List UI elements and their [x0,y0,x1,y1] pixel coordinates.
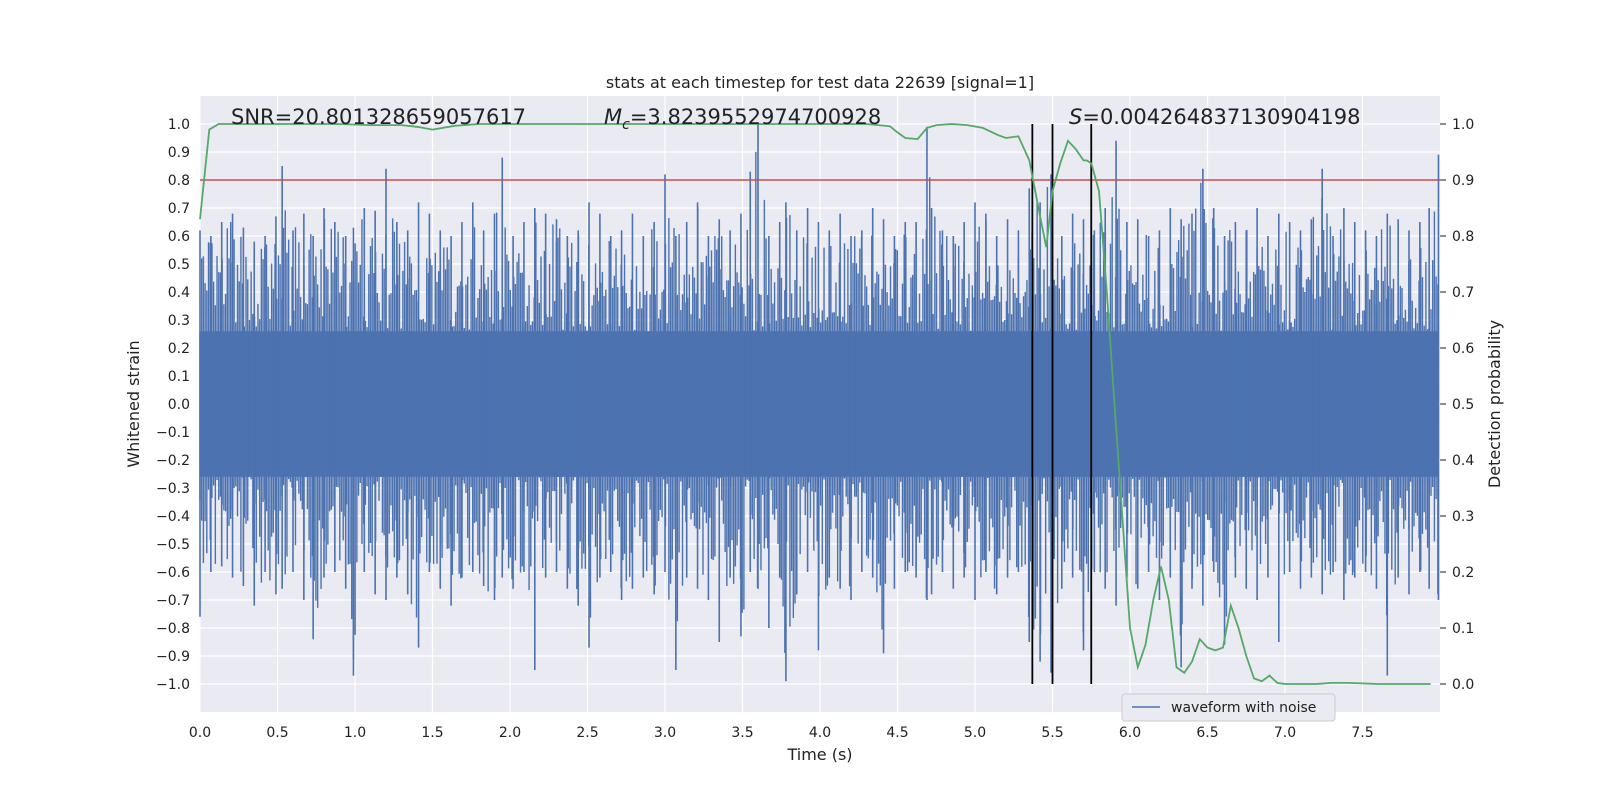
y-tick-label: 0.1 [168,369,190,385]
y-tick-label: −0.9 [156,649,190,665]
y-tick-label: −0.6 [156,565,190,581]
x-tick-label: 4.0 [809,725,831,741]
x-tick-label: 4.5 [886,725,908,741]
s-value: =0.004264837130904198 [1082,105,1360,129]
s-annotation: S=0.004264837130904198 [1069,105,1360,129]
x-tick-label: 5.5 [1041,725,1063,741]
y2-tick-label: 0.5 [1452,397,1474,413]
y-tick-label: 0.6 [168,229,190,245]
y-tick-label: −0.4 [156,509,190,525]
chart-title: stats at each timestep for test data 226… [606,73,1034,92]
y2-tick-label: 1.0 [1452,117,1474,133]
y2-tick-label: 0.3 [1452,509,1474,525]
x-tick-label: 0.0 [189,725,211,741]
x-tick-label: 2.0 [499,725,521,741]
x-tick-label: 1.5 [421,725,443,741]
y-tick-label: −0.3 [156,481,190,497]
x-tick-label: 5.0 [964,725,986,741]
legend-box [1121,693,1336,722]
y-tick-label: 1.0 [168,117,190,133]
y-axis-label: Whitened strain [124,340,143,467]
s-symbol: S [1069,105,1082,129]
y-tick-label: 0.0 [168,397,190,413]
x-tick-label: 6.0 [1119,725,1141,741]
y2-tick-label: 0.9 [1452,173,1474,189]
tick-labels: 0.0 0.5 1.0 1.5 2.0 2.5 3.0 3.5 4.0 4.5 5.0 5.5 6.0 6… [156,117,1474,741]
y-tick-label: 0.7 [168,201,190,217]
y-tick-label: −0.8 [156,621,190,637]
x-tick-label: 7.0 [1274,725,1296,741]
probability-line [199,123,1431,685]
legend: waveform with noise [1121,693,1336,722]
x-tick-label: 0.5 [266,725,288,741]
y-tick-label: 0.9 [168,145,190,161]
y2-tick-label: 0.6 [1452,341,1474,357]
y-tick-label: −0.7 [156,593,190,609]
x-tick-label: 3.5 [731,725,753,741]
y-tick-label: −0.5 [156,537,190,553]
x-tick-label: 3.0 [654,725,676,741]
y2-axis-label: Detection probability [1485,320,1504,488]
y2-tick-label: 0.4 [1452,453,1474,469]
y-tick-label: 0.8 [168,173,190,189]
x-tick-label: 2.5 [576,725,598,741]
x-tick-label: 7.5 [1351,725,1373,741]
y-tick-label: 0.5 [168,257,190,273]
x-axis-label: Time (s) [786,745,852,764]
y2-tick-label: 0.0 [1452,677,1474,693]
chirp-mass-annotation: Mc=3.8239552974700928 [604,105,881,133]
y-tick-label: 0.2 [168,341,190,357]
y-tick-label: −0.1 [156,425,190,441]
x-tick-label: 1.0 [344,725,366,741]
y2-tick-label: 0.1 [1452,621,1474,637]
x-tick-label: 6.5 [1196,725,1218,741]
chirp-mass-symbol: M [604,105,622,129]
y-tick-label: 0.3 [168,313,190,329]
chirp-mass-subscript: c [622,117,630,133]
overlay-layer [199,123,1440,685]
snr-annotation: SNR=20.801328659057617 [231,105,526,129]
waveform-series [199,124,1440,682]
legend-label: waveform with noise [1171,700,1316,716]
y2-tick-label: 0.8 [1452,229,1474,245]
y2-tick-label: 0.2 [1452,565,1474,581]
y-tick-label: 0.4 [168,285,190,301]
chirp-mass-value: =3.8239552974700928 [630,105,881,129]
y2-tick-label: 0.7 [1452,285,1474,301]
y-tick-label: −1.0 [156,677,190,693]
y-tick-label: −0.2 [156,453,190,469]
